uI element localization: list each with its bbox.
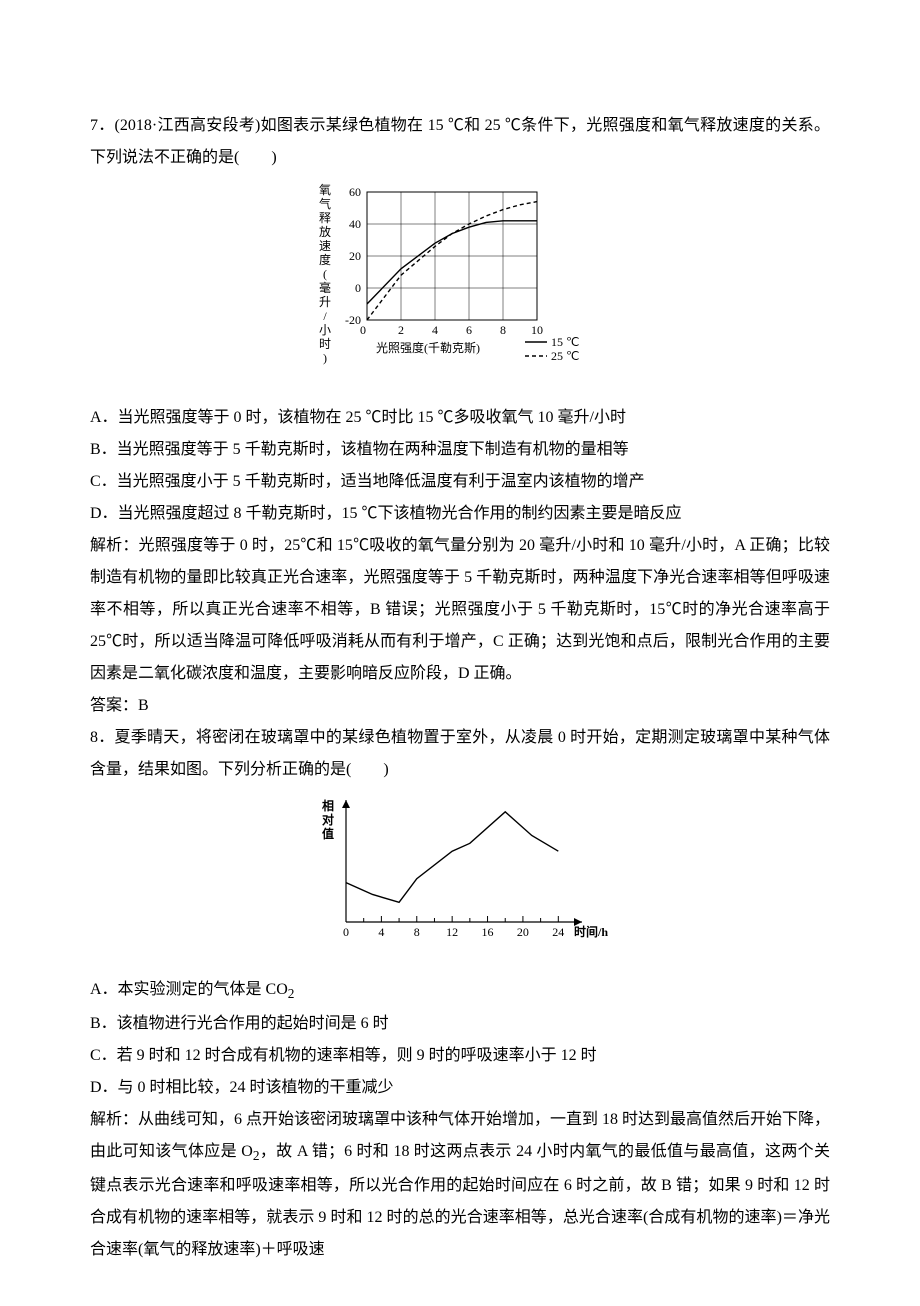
svg-text:对: 对 — [322, 812, 334, 827]
q8-option-c: C．若 9 时和 12 时合成有机物的速率相等，则 9 时的呼吸速率小于 12 … — [90, 1040, 830, 1072]
svg-text:(: ( — [323, 267, 327, 281]
q8-explain: 解析：从曲线可知，6 点开始该密闭玻璃罩中该种气体开始增加，一直到 18 时达到… — [90, 1104, 830, 1266]
svg-text:小: 小 — [319, 323, 331, 337]
svg-text:60: 60 — [349, 185, 361, 199]
svg-text:20: 20 — [517, 925, 529, 939]
svg-text:毫: 毫 — [319, 280, 331, 295]
q7-explain: 解析：光照强度等于 0 时，25℃和 15℃吸收的氧气量分别为 20 毫升/小时… — [90, 530, 830, 690]
svg-text:/: / — [323, 309, 327, 323]
svg-text:时间/h: 时间/h — [574, 924, 608, 939]
svg-text:气: 气 — [319, 196, 331, 211]
q8-option-d: D．与 0 时相比较，24 时该植物的干重减少 — [90, 1072, 830, 1104]
svg-text:12: 12 — [446, 925, 458, 939]
q7-option-b: B．当光照强度等于 5 千勒克斯时，该植物在两种温度下制造有机物的量相等 — [90, 434, 830, 466]
svg-text:氧: 氧 — [319, 183, 331, 197]
q7-chart-svg: -2002040600246810氧气释放速度(毫升/小时)光照强度(千勒克斯)… — [305, 180, 615, 380]
svg-text:10: 10 — [531, 323, 543, 337]
svg-text:8: 8 — [414, 925, 420, 939]
svg-text:16: 16 — [482, 925, 494, 939]
q8-stem: 8．夏季晴天，将密闭在玻璃罩中的某绿色植物置于室外，从凌晨 0 时开始，定期测定… — [90, 722, 830, 786]
q7-option-c: C．当光照强度小于 5 千勒克斯时，适当地降低温度有利于温室内该植物的增产 — [90, 466, 830, 498]
svg-text:20: 20 — [349, 249, 361, 263]
q8-opt-a-text: A．本实验测定的气体是 CO — [90, 981, 288, 998]
svg-text:值: 值 — [322, 826, 334, 841]
svg-text:8: 8 — [500, 323, 506, 337]
q8-opt-a-sub: 2 — [288, 986, 295, 1001]
q8-explain-2: ，故 A 错；6 时和 18 时这两点表示 24 小时内氧气的最低值与最高值，这… — [90, 1143, 830, 1258]
svg-text:4: 4 — [432, 323, 438, 337]
svg-text:相: 相 — [322, 798, 334, 813]
svg-text:2: 2 — [398, 323, 404, 337]
svg-text:40: 40 — [349, 217, 361, 231]
svg-text:25 ℃: 25 ℃ — [551, 349, 579, 363]
svg-text:度: 度 — [319, 252, 331, 267]
q7-option-d: D．当光照强度超过 8 千勒克斯时，15 ℃下该植物光合作用的制约因素主要是暗反… — [90, 498, 830, 530]
q7-figure: -2002040600246810氧气释放速度(毫升/小时)光照强度(千勒克斯)… — [90, 180, 830, 392]
q8-option-a: A．本实验测定的气体是 CO2 — [90, 974, 830, 1008]
svg-text:0: 0 — [355, 281, 361, 295]
svg-text:升: 升 — [319, 295, 331, 309]
svg-text:0: 0 — [360, 323, 366, 337]
svg-text:0: 0 — [343, 925, 349, 939]
svg-text:释: 释 — [319, 211, 331, 225]
q8-chart-svg: 0 4 8 12 16 20 24 相对值时间/h — [290, 792, 630, 952]
q8-explain-sub: 2 — [253, 1148, 260, 1163]
svg-text:时: 时 — [319, 337, 331, 351]
q7-answer: 答案：B — [90, 690, 830, 722]
svg-text:6: 6 — [466, 323, 472, 337]
svg-text:4: 4 — [378, 925, 384, 939]
svg-text:放: 放 — [319, 224, 331, 239]
svg-text:光照强度(千勒克斯): 光照强度(千勒克斯) — [376, 340, 480, 355]
svg-text:): ) — [323, 351, 327, 365]
q7-option-a: A．当光照强度等于 0 时，该植物在 25 ℃时比 15 ℃多吸收氧气 10 毫… — [90, 402, 830, 434]
q7-stem: 7．(2018·江西高安段考)如图表示某绿色植物在 15 ℃和 25 ℃条件下，… — [90, 110, 830, 174]
svg-text:-20: -20 — [345, 313, 361, 327]
svg-text:15 ℃: 15 ℃ — [551, 335, 579, 349]
svg-text:速: 速 — [319, 239, 331, 253]
q8-option-b: B．该植物进行光合作用的起始时间是 6 时 — [90, 1008, 830, 1040]
svg-text:24: 24 — [552, 925, 564, 939]
q8-figure: 0 4 8 12 16 20 24 相对值时间/h — [90, 792, 830, 964]
